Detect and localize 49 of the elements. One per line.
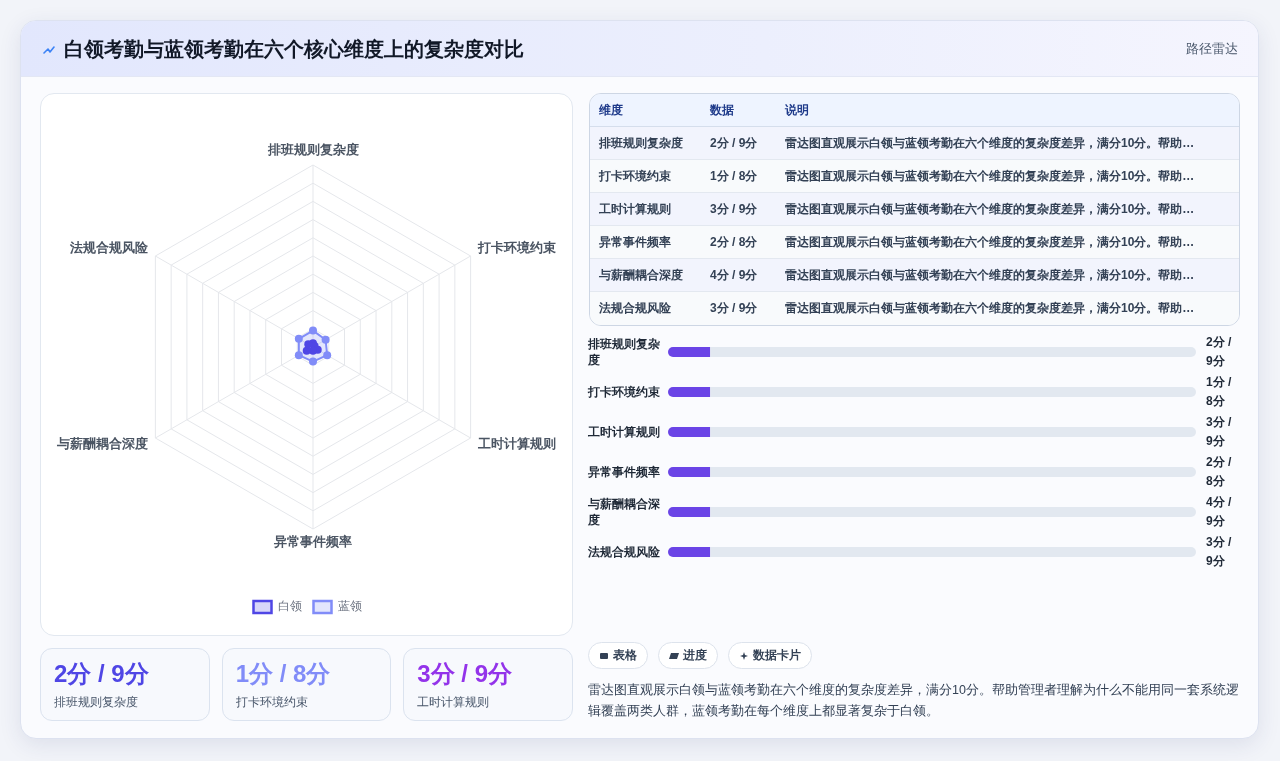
text: 2分 / 9分 xyxy=(710,136,758,150)
y-tick-label: 排班规则复杂度 xyxy=(588,336,661,368)
text: 雷达图直观展示白领与蓝领考勤在六个维度的复杂度差异，满分10分。帮助… xyxy=(785,168,1195,185)
text: 2分 / 9分 xyxy=(1206,334,1233,370)
text: 路径雷达 xyxy=(1186,40,1238,58)
category-label: 工时计算规则 xyxy=(417,694,490,710)
text: 1分 / 8分 xyxy=(1206,374,1233,410)
text: 2分 / 8分 xyxy=(1206,454,1233,490)
y-tick-label: 工时计算规则 xyxy=(588,424,660,440)
spoke-label: 排班规则复杂度 xyxy=(266,142,359,158)
spoke-label: 与薪酬耦合深度 xyxy=(56,436,149,452)
text: 数据卡片 xyxy=(753,648,801,663)
y-tick-label: 打卡环境约束 xyxy=(588,384,660,400)
legend-label: 蓝领 xyxy=(337,599,362,614)
category-label: 排班规则复杂度 xyxy=(54,694,138,710)
category-label: 与薪酬耦合深度 xyxy=(599,267,683,284)
text: 数据 xyxy=(710,102,734,119)
text: 雷达图直观展示白领与蓝领考勤在六个维度的复杂度差异，满分10分。帮助… xyxy=(785,135,1195,152)
category-label: 打卡环境约束 xyxy=(235,694,308,710)
text: 3分 / 9分 xyxy=(1206,414,1233,450)
text: 进度 xyxy=(683,648,707,663)
y-tick-label: 与薪酬耦合深度 xyxy=(588,496,661,528)
text: 2分 / 9分 xyxy=(54,660,149,687)
spoke-label: 工时计算规则 xyxy=(476,436,556,452)
text: 雷达图直观展示白领与蓝领考勤在六个维度的复杂度差异，满分10分。帮助管理者理解为什么不能用同一套系统逻辑覆盖两类人群，蓝领考勤在每个维度上都显著复杂于白领。 xyxy=(588,682,1240,720)
text: 雷达图直观展示白领与蓝领考勤在六个维度的复杂度差异，满分10分。帮助… xyxy=(785,267,1195,284)
category-label: 排班规则复杂度 xyxy=(599,135,683,152)
text: 说明 xyxy=(785,102,809,119)
text: 表格 xyxy=(613,648,637,663)
text: 雷达图直观展示白领与蓝领考勤在六个维度的复杂度差异，满分10分。帮助… xyxy=(785,201,1195,218)
text: 1分 / 8分 xyxy=(235,660,331,687)
text: 3分 / 9分 xyxy=(710,202,758,216)
text: 雷达图直观展示白领与蓝领考勤在六个维度的复杂度差异，满分10分。帮助… xyxy=(785,234,1195,251)
text: 2分 / 8分 xyxy=(710,235,758,249)
text: 3分 / 9分 xyxy=(417,660,513,687)
chart-title: 白领考勤与蓝领考勤在六个核心维度上的复杂度对比 xyxy=(64,37,524,62)
text: 4分 / 9分 xyxy=(710,268,758,282)
text: 3分 / 9分 xyxy=(710,301,758,315)
text: 雷达图直观展示白领与蓝领考勤在六个维度的复杂度差异，满分10分。帮助… xyxy=(785,300,1195,317)
legend-label: 白领 xyxy=(277,599,302,614)
text: 3分 / 9分 xyxy=(1206,534,1233,570)
text: 维度 xyxy=(599,102,623,119)
text: 1分 / 8分 xyxy=(710,169,758,183)
y-tick-label: 法规合规风险 xyxy=(588,544,660,560)
spoke-label: 打卡环境约束 xyxy=(476,240,556,256)
text: 4分 / 9分 xyxy=(1206,494,1233,530)
spoke-label: 异常事件频率 xyxy=(273,534,352,550)
spoke-label: 法规合规风险 xyxy=(69,240,150,256)
y-tick-label: 异常事件频率 xyxy=(588,464,660,480)
